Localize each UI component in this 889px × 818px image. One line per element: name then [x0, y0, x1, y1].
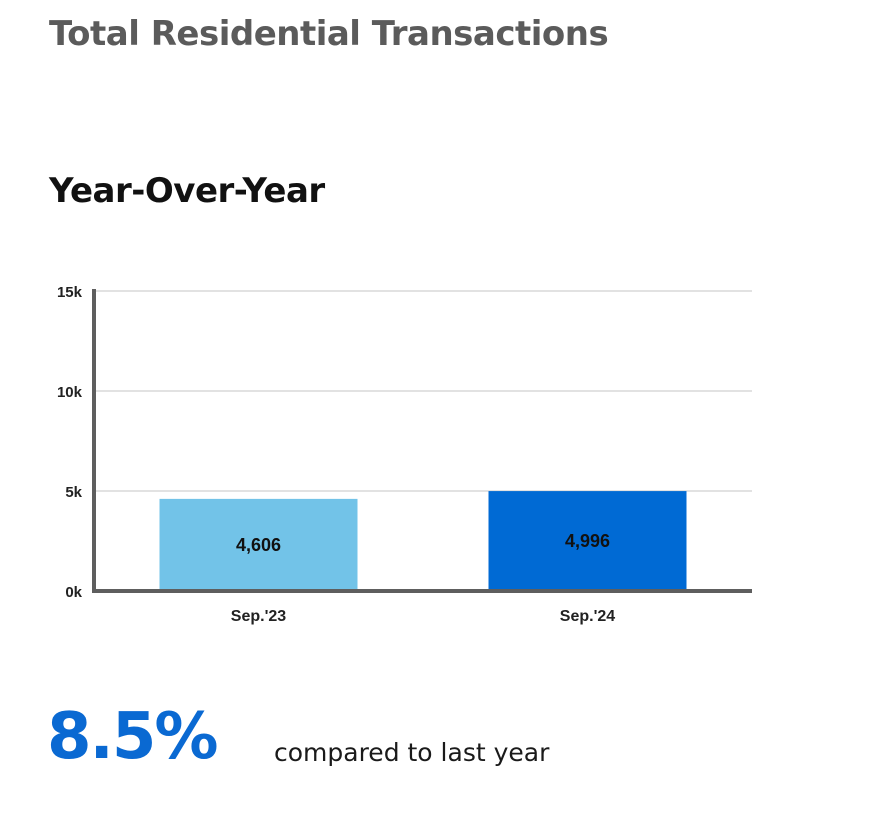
data-labels: 4,606 4,996 [236, 531, 610, 555]
x-axis: Sep.'23 Sep.'24 [92, 589, 752, 625]
y-tick-label: 10k [57, 384, 83, 401]
change-caption: compared to last year [274, 738, 550, 767]
y-tick-label: 0k [65, 584, 82, 601]
page-title: Total Residential Transactions [49, 14, 609, 54]
bar [159, 498, 358, 591]
x-tick-label: Sep.'23 [231, 608, 286, 625]
bar-value-label: 4,606 [236, 535, 281, 555]
yoy-summary: 8.5% compared to last year [47, 700, 847, 790]
y-tick-label: 15k [57, 284, 83, 301]
y-tick-label: 5k [65, 484, 82, 501]
bars [159, 491, 687, 591]
x-tick-label: Sep.'24 [560, 608, 615, 625]
y-axis: 0k 5k 10k 15k [57, 284, 96, 601]
bar-chart: 4,606 4,996 0k 5k 10k 15k Sep.'23 Sep.'24 [57, 284, 752, 625]
section-title: Year-Over-Year [49, 171, 325, 211]
gridlines [94, 290, 752, 492]
bar [488, 491, 687, 591]
bar-value-label: 4,996 [565, 531, 610, 551]
change-percentage: 8.5% [47, 700, 218, 774]
